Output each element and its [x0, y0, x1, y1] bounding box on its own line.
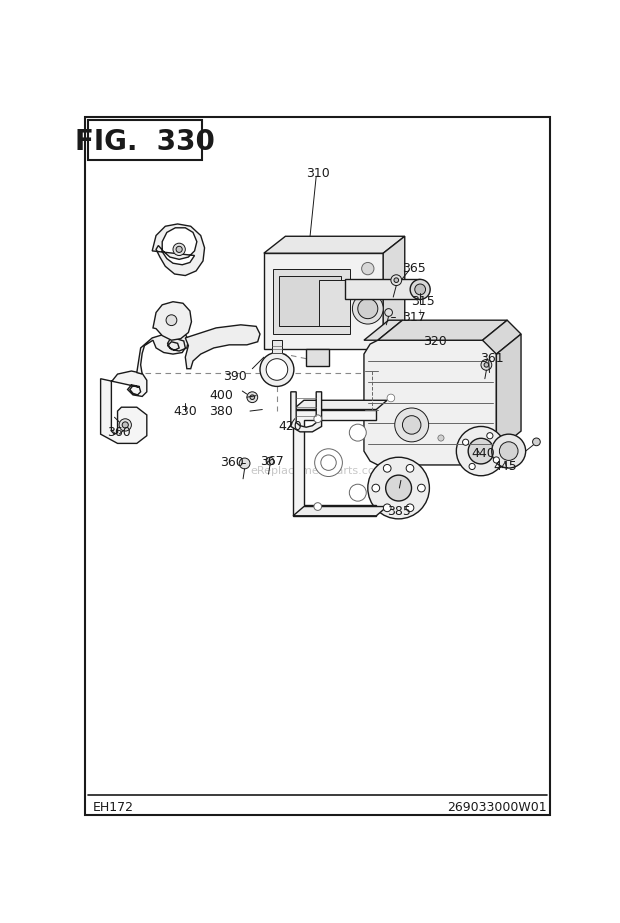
Text: 361: 361	[480, 353, 503, 366]
Circle shape	[438, 435, 444, 441]
Text: 310: 310	[306, 167, 330, 180]
Polygon shape	[293, 401, 387, 410]
Circle shape	[415, 284, 425, 294]
Circle shape	[383, 464, 391, 473]
Text: FIG.  330: FIG. 330	[76, 127, 215, 156]
Polygon shape	[153, 302, 192, 341]
Polygon shape	[291, 391, 322, 432]
Text: eReplacementParts.com: eReplacementParts.com	[250, 466, 386, 476]
Text: 360: 360	[220, 456, 244, 469]
Polygon shape	[137, 332, 188, 374]
Polygon shape	[364, 320, 402, 341]
Text: 315: 315	[411, 295, 435, 308]
Circle shape	[468, 438, 494, 464]
Polygon shape	[100, 371, 147, 443]
Bar	[272, 341, 281, 353]
Circle shape	[314, 503, 322, 510]
Text: 317: 317	[402, 311, 426, 324]
Circle shape	[122, 422, 128, 428]
Circle shape	[406, 504, 414, 511]
Polygon shape	[378, 320, 507, 341]
Bar	[279, 276, 341, 327]
Circle shape	[492, 434, 526, 468]
Polygon shape	[264, 236, 405, 253]
Circle shape	[383, 504, 391, 511]
Text: 380: 380	[210, 404, 234, 417]
Circle shape	[456, 426, 506, 475]
Circle shape	[417, 485, 425, 492]
Text: 320: 320	[423, 335, 446, 348]
Circle shape	[314, 415, 322, 423]
Text: 440: 440	[471, 447, 495, 460]
Circle shape	[533, 438, 540, 446]
Circle shape	[387, 394, 395, 402]
Circle shape	[247, 391, 258, 402]
Circle shape	[266, 359, 288, 380]
Circle shape	[349, 425, 366, 441]
Circle shape	[372, 485, 379, 492]
Circle shape	[260, 353, 294, 387]
Circle shape	[487, 433, 493, 438]
Circle shape	[173, 243, 185, 256]
Polygon shape	[185, 325, 260, 368]
Circle shape	[349, 485, 366, 501]
Text: 400: 400	[210, 390, 234, 402]
Text: 367: 367	[260, 455, 283, 468]
Circle shape	[176, 246, 182, 252]
Text: 420: 420	[278, 420, 302, 433]
Bar	[273, 269, 350, 334]
Circle shape	[410, 280, 430, 299]
Text: 365: 365	[402, 262, 426, 275]
Text: 269033000W01: 269033000W01	[448, 801, 547, 814]
Circle shape	[395, 408, 428, 442]
Circle shape	[406, 464, 414, 473]
Bar	[319, 281, 350, 327]
Polygon shape	[383, 236, 405, 350]
Circle shape	[402, 415, 421, 434]
Circle shape	[239, 458, 250, 469]
Circle shape	[166, 315, 177, 326]
Text: 360: 360	[107, 426, 131, 439]
Circle shape	[499, 442, 518, 461]
Polygon shape	[482, 320, 521, 354]
Text: 390: 390	[223, 370, 247, 383]
Polygon shape	[364, 341, 497, 465]
Circle shape	[321, 455, 336, 471]
Text: 445: 445	[493, 460, 516, 473]
Text: 385: 385	[387, 505, 410, 518]
Polygon shape	[293, 507, 387, 516]
Circle shape	[386, 475, 412, 501]
Circle shape	[358, 299, 378, 318]
Circle shape	[250, 395, 255, 400]
Circle shape	[494, 457, 500, 463]
Circle shape	[368, 457, 430, 519]
Circle shape	[315, 449, 342, 476]
Circle shape	[463, 439, 469, 445]
Polygon shape	[152, 224, 205, 276]
Text: 430: 430	[174, 404, 197, 417]
Text: EH172: EH172	[93, 801, 134, 814]
Circle shape	[481, 359, 492, 370]
Polygon shape	[497, 334, 521, 451]
Circle shape	[391, 275, 402, 285]
Circle shape	[266, 457, 274, 465]
Polygon shape	[306, 350, 329, 366]
Circle shape	[352, 294, 383, 324]
Circle shape	[484, 363, 489, 367]
Circle shape	[394, 278, 399, 282]
Polygon shape	[345, 280, 420, 299]
Circle shape	[361, 262, 374, 275]
Circle shape	[119, 419, 131, 431]
Polygon shape	[264, 253, 383, 350]
Circle shape	[385, 308, 392, 317]
Polygon shape	[293, 410, 376, 516]
Circle shape	[469, 463, 475, 470]
Bar	[88, 120, 202, 160]
